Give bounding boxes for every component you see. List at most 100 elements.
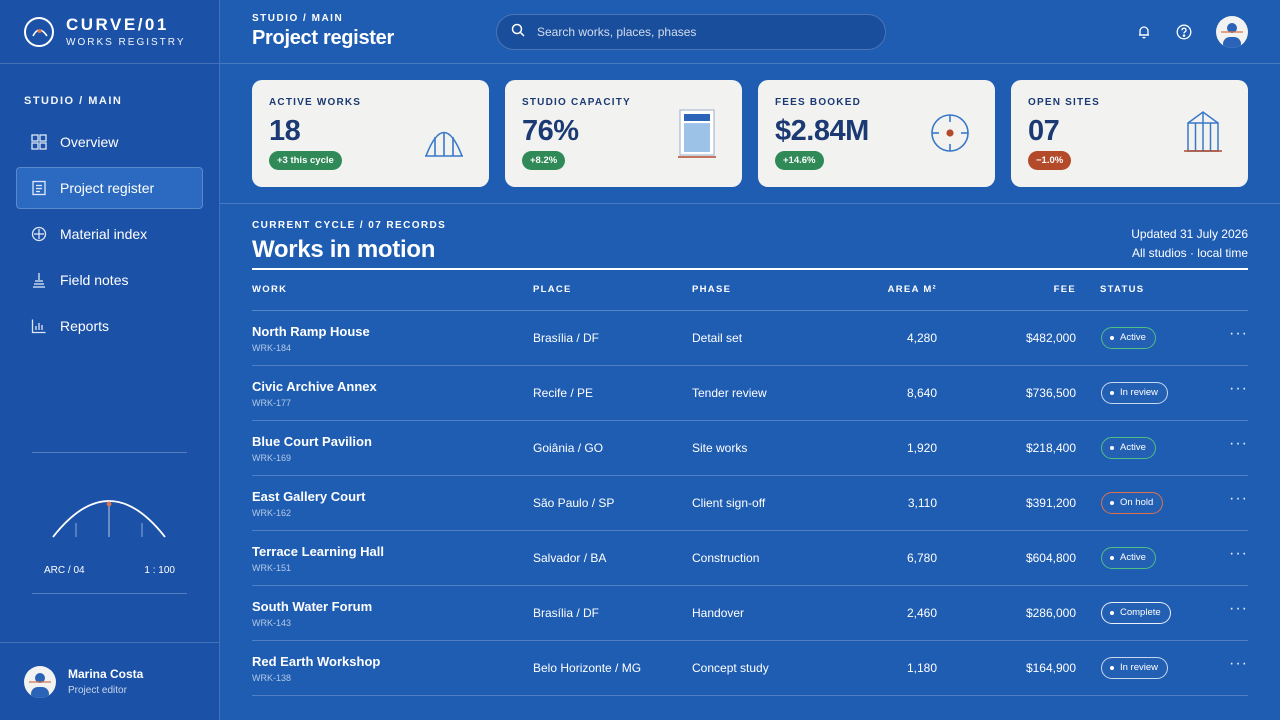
- column-header-status[interactable]: STATUS: [1100, 284, 1145, 295]
- status-label: Active: [1120, 442, 1146, 453]
- work-name[interactable]: East Gallery Court: [252, 489, 366, 504]
- place-cell: Salvador / BA: [533, 551, 607, 565]
- more-options-icon[interactable]: ···: [1229, 545, 1248, 562]
- section-kicker: CURRENT CYCLE / 07 RECORDS: [252, 220, 447, 231]
- column-header-phase[interactable]: PHASE: [692, 284, 732, 295]
- column-header-work[interactable]: WORK: [252, 284, 288, 295]
- work-name[interactable]: Red Earth Workshop: [252, 654, 381, 669]
- fee-cell: $604,800: [1025, 551, 1076, 565]
- work-cell: Civic Archive Annex WRK-177: [252, 379, 377, 408]
- more-options-icon[interactable]: ···: [1229, 435, 1248, 452]
- user-name: Marina Costa: [68, 667, 144, 681]
- table-row[interactable]: North Ramp House WRK-184 Brasília / DF Deta…: [252, 311, 1248, 366]
- more-options-icon[interactable]: ···: [1229, 655, 1248, 672]
- works-table: WORK PLACE PHASE AREA M² FEE STATUS Nort…: [252, 270, 1248, 696]
- brand-subtitle: WORKS REGISTRY: [66, 36, 186, 48]
- document-icon: [31, 180, 47, 196]
- column-header-fee[interactable]: FEE: [1053, 284, 1076, 295]
- place-cell: Brasília / DF: [533, 606, 600, 620]
- kpi-value: 07: [1028, 115, 1060, 147]
- kpi-delta-badge: +8.2%: [522, 151, 566, 170]
- work-cell: Blue Court Pavilion WRK-169: [252, 434, 372, 463]
- status-dot-icon: [1110, 446, 1114, 450]
- status-badge[interactable]: Active: [1101, 437, 1156, 459]
- table-row[interactable]: East Gallery Court WRK-162 São Paulo / SP C…: [252, 476, 1248, 531]
- work-name[interactable]: South Water Forum: [252, 599, 373, 614]
- place-cell: São Paulo / SP: [533, 496, 615, 510]
- status-dot-icon: [1110, 666, 1114, 670]
- status-badge[interactable]: In review: [1101, 657, 1169, 679]
- status-badge[interactable]: On hold: [1101, 492, 1164, 514]
- sidebar-item-project-register[interactable]: Project register: [16, 167, 203, 209]
- fee-cell: $164,900: [1025, 661, 1076, 675]
- kpi-delta-badge: +14.6%: [775, 151, 824, 170]
- work-code: WRK-143: [252, 618, 292, 628]
- area-cell: 6,780: [906, 551, 937, 565]
- work-name[interactable]: Blue Court Pavilion: [252, 434, 372, 449]
- status-label: Active: [1120, 332, 1146, 343]
- status-dot-icon: [1110, 336, 1114, 340]
- sidebar-item-overview[interactable]: Overview: [16, 121, 203, 163]
- user-profile[interactable]: Marina Costa Project editor: [0, 642, 219, 720]
- bell-icon[interactable]: [1136, 24, 1152, 40]
- kpi-value: $2.84M: [775, 115, 869, 147]
- work-name[interactable]: North Ramp House: [252, 324, 370, 339]
- nav-section-title: STUDIO / MAIN: [24, 95, 123, 107]
- breadcrumb[interactable]: STUDIO / MAIN: [252, 13, 344, 24]
- phase-cell: Construction: [692, 551, 760, 565]
- kpi-card-open-sites[interactable]: OPEN SITES 07 −1.0%: [1011, 80, 1248, 187]
- status-badge[interactable]: Complete: [1101, 602, 1171, 624]
- work-name[interactable]: Civic Archive Annex: [252, 379, 377, 394]
- column-header-place[interactable]: PLACE: [533, 284, 572, 295]
- search-bar[interactable]: [496, 14, 886, 50]
- sidebar-item-label: Project register: [60, 180, 155, 196]
- status-badge[interactable]: In review: [1101, 382, 1169, 404]
- arc-left-label: ARC / 04: [44, 565, 85, 576]
- more-options-icon[interactable]: ···: [1229, 490, 1248, 507]
- table-row[interactable]: Terrace Learning Hall WRK-151 Salvador / B…: [252, 531, 1248, 586]
- work-code: WRK-184: [252, 343, 292, 353]
- table-row[interactable]: Blue Court Pavilion WRK-169 Goiânia / GO Si…: [252, 421, 1248, 476]
- search-input[interactable]: [537, 25, 857, 39]
- arc-diagram-icon: [52, 500, 166, 538]
- brand[interactable]: CURVE/01 WORKS REGISTRY: [0, 0, 219, 64]
- status-badge[interactable]: Active: [1101, 547, 1156, 569]
- more-options-icon[interactable]: ···: [1229, 380, 1248, 397]
- kpi-card-active-works[interactable]: ACTIVE WORKS 18 +3 this cycle: [252, 80, 489, 187]
- kpi-label: ACTIVE WORKS: [269, 97, 362, 108]
- kpi-card-fees-booked[interactable]: FEES BOOKED $2.84M +14.6%: [758, 80, 995, 187]
- phase-cell: Concept study: [692, 661, 769, 675]
- area-cell: 8,640: [906, 386, 937, 400]
- column-header-area[interactable]: AREA M²: [887, 284, 937, 295]
- kpi-delta-badge: +3 this cycle: [269, 151, 342, 170]
- bar-chart-icon: [31, 318, 47, 334]
- kpi-label: FEES BOOKED: [775, 97, 861, 108]
- work-code: WRK-138: [252, 673, 292, 683]
- place-cell: Belo Horizonte / MG: [533, 661, 642, 675]
- help-icon[interactable]: [1176, 24, 1192, 40]
- status-label: On hold: [1120, 497, 1154, 508]
- place-cell: Brasília / DF: [533, 331, 600, 345]
- account-avatar[interactable]: [1216, 16, 1248, 48]
- arch-icon: [421, 107, 467, 161]
- table-row[interactable]: Civic Archive Annex WRK-177 Recife / PE Ten…: [252, 366, 1248, 421]
- table-row[interactable]: Red Earth Workshop WRK-138 Belo Horizonte …: [252, 641, 1248, 696]
- more-options-icon[interactable]: ···: [1229, 325, 1248, 342]
- sidebar-item-material-index[interactable]: Material index: [16, 213, 203, 255]
- kpi-card-studio-capacity[interactable]: STUDIO CAPACITY 76% +8.2%: [505, 80, 742, 187]
- capacity-gauge-icon: [674, 107, 720, 161]
- work-name[interactable]: Terrace Learning Hall: [252, 544, 384, 559]
- brand-logo-icon: [24, 16, 54, 47]
- place-cell: Recife / PE: [533, 386, 594, 400]
- phase-cell: Tender review: [692, 386, 767, 400]
- phase-cell: Detail set: [692, 331, 743, 345]
- status-dot-icon: [1110, 501, 1114, 505]
- status-badge[interactable]: Active: [1101, 327, 1156, 349]
- sidebar-item-reports[interactable]: Reports: [16, 305, 203, 347]
- table-row[interactable]: South Water Forum WRK-143 Brasília / DF Han…: [252, 586, 1248, 641]
- phase-cell: Site works: [692, 441, 748, 455]
- more-options-icon[interactable]: ···: [1229, 600, 1248, 617]
- top-header: STUDIO / MAIN Project register: [220, 0, 1280, 64]
- arc-scale-label: 1 : 100: [144, 565, 175, 576]
- sidebar-item-field-notes[interactable]: Field notes: [16, 259, 203, 301]
